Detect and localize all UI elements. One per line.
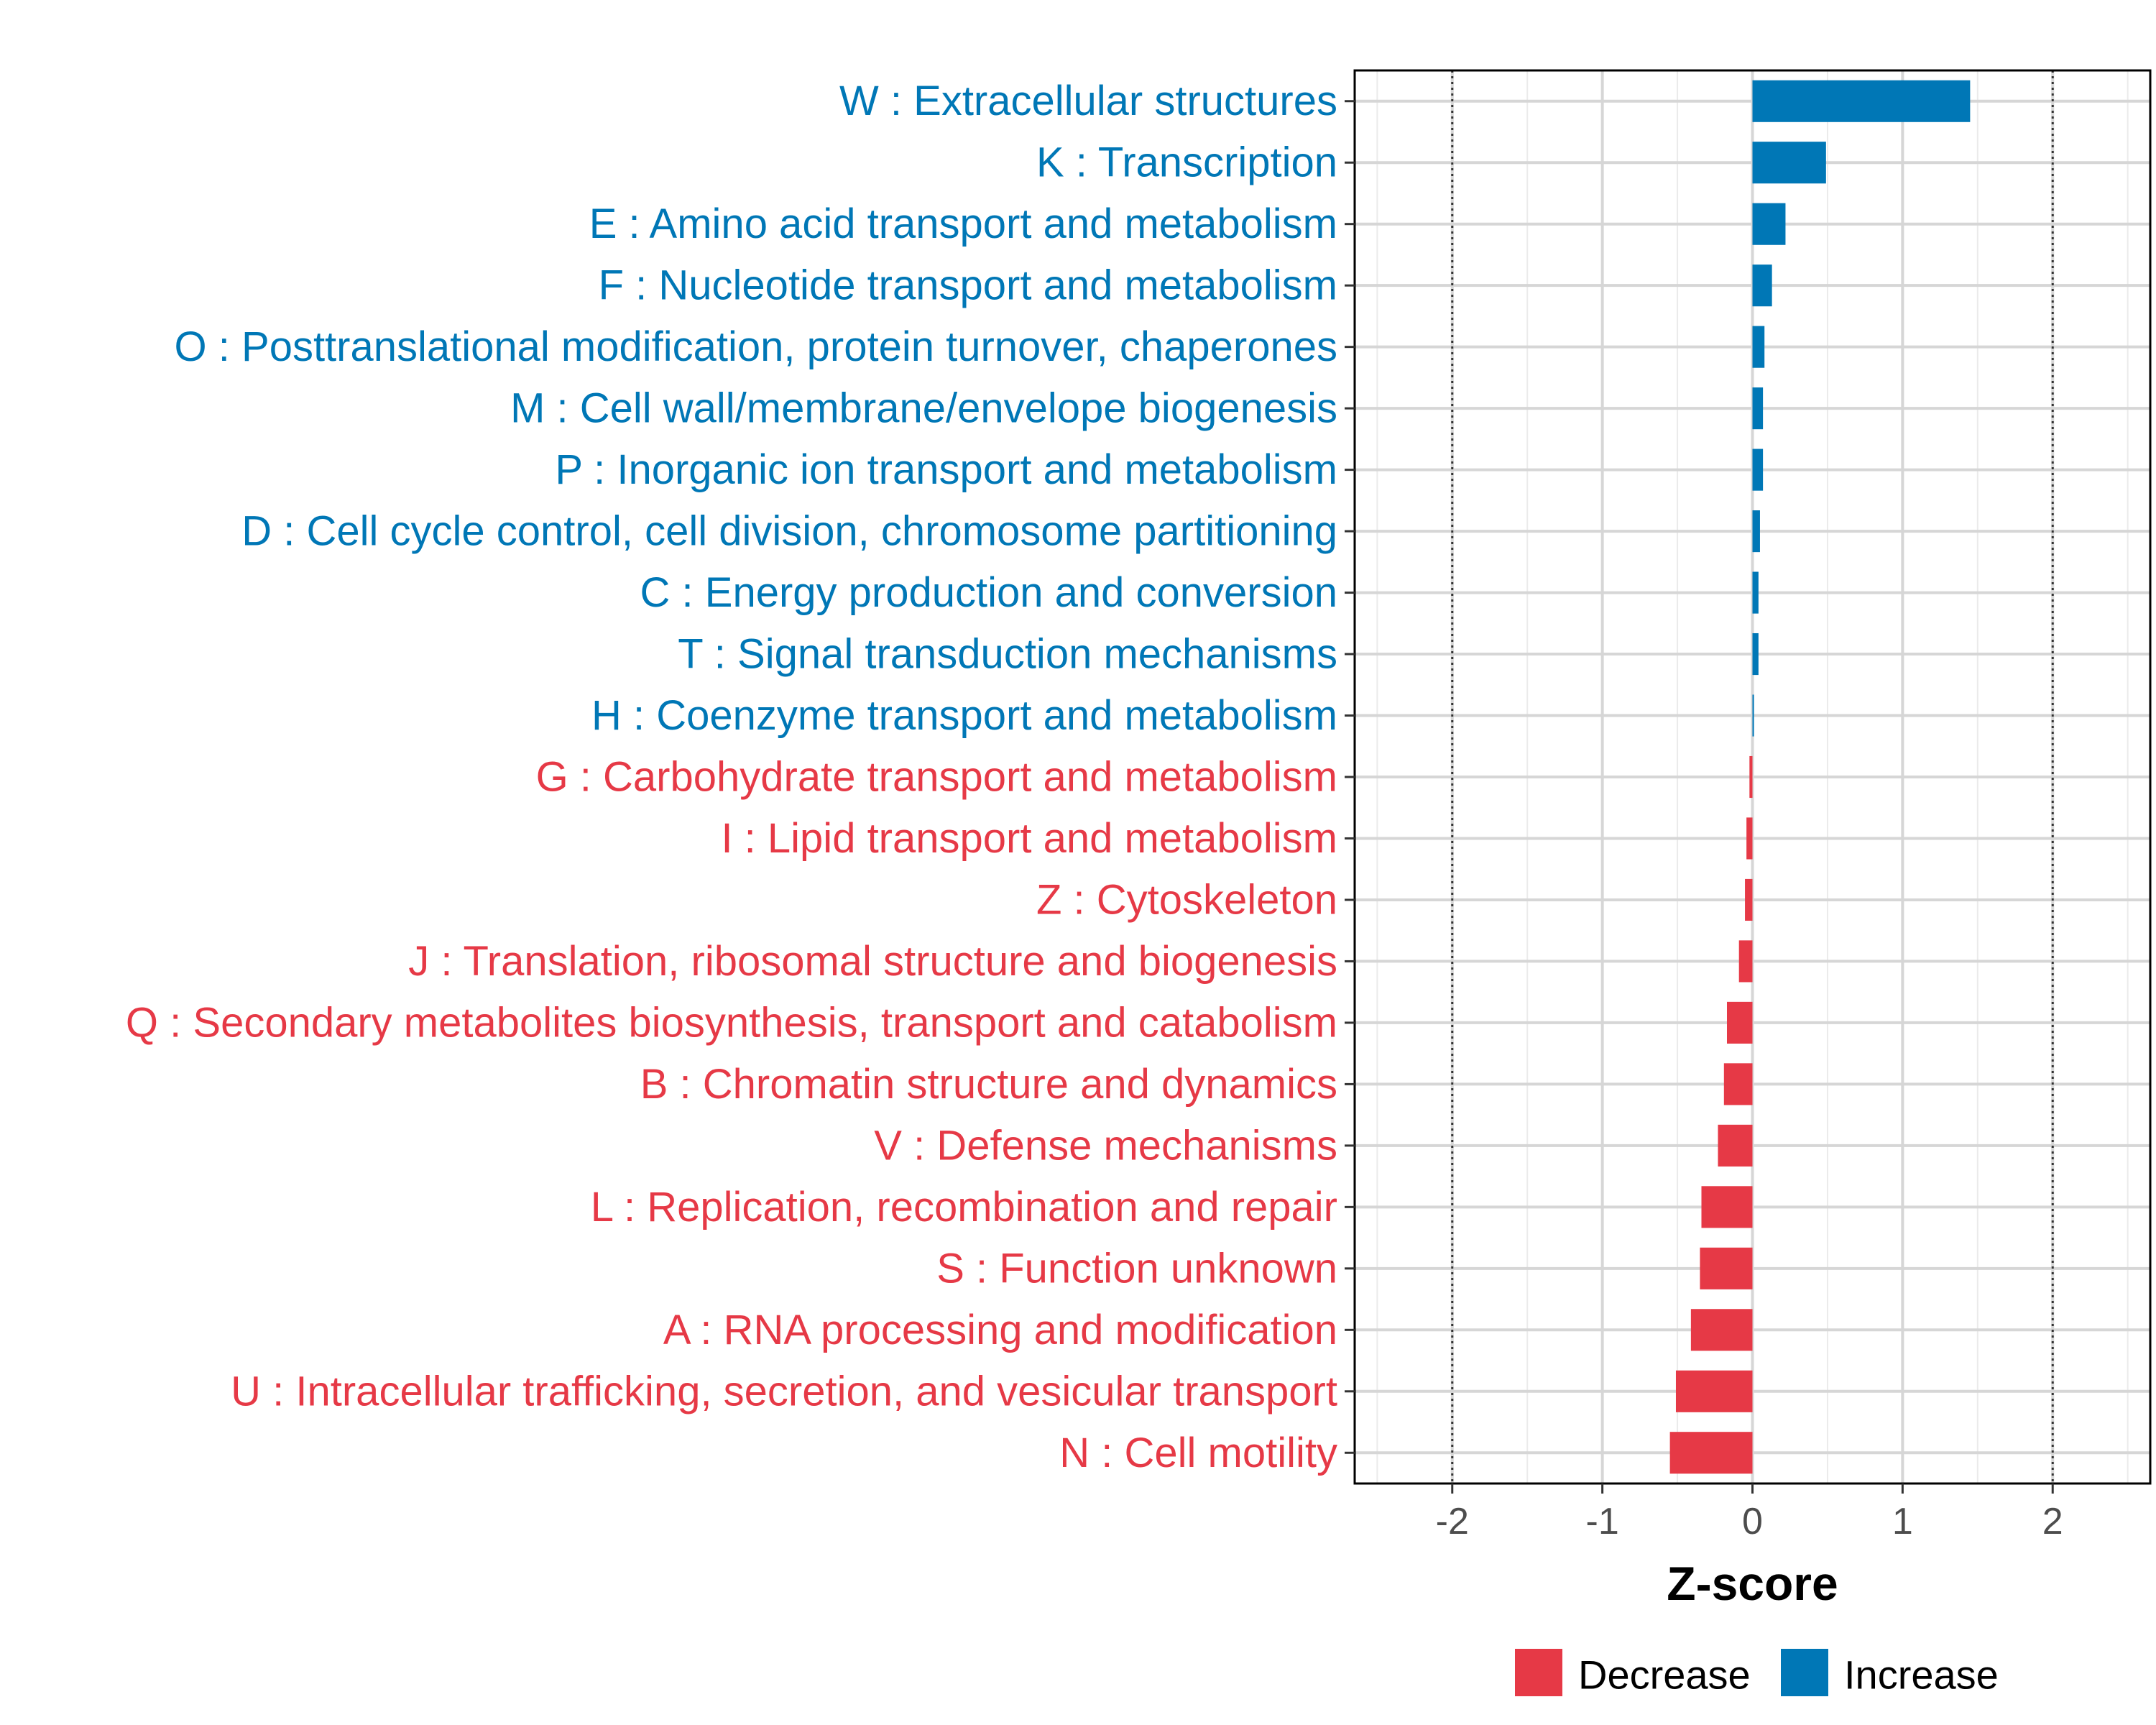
category-label: T : Signal transduction mechanisms — [678, 631, 1337, 678]
bar — [1752, 571, 1759, 614]
bar — [1752, 510, 1760, 553]
x-tick-label: -2 — [1436, 1501, 1469, 1542]
category-label: S : Function unknown — [936, 1245, 1337, 1292]
bar — [1726, 1001, 1753, 1044]
category-label: Q : Secondary metabolites biosynthesis, … — [126, 999, 1337, 1046]
bar — [1675, 1370, 1753, 1412]
bar — [1746, 817, 1753, 860]
bars — [1669, 80, 1971, 1474]
bar — [1700, 1247, 1753, 1289]
category-label: V : Defense mechanisms — [874, 1122, 1337, 1169]
y-ticks — [1345, 100, 1355, 1454]
bar — [1752, 264, 1772, 307]
category-label: F : Nucleotide transport and metabolism — [599, 262, 1337, 309]
bar — [1718, 1124, 1753, 1167]
bar — [1752, 80, 1971, 122]
legend-label: Decrease — [1578, 1652, 1751, 1698]
bar — [1738, 940, 1753, 983]
bar — [1690, 1309, 1753, 1351]
category-label: O : Posttranslational modification, prot… — [175, 323, 1337, 370]
category-label: C : Energy production and conversion — [640, 569, 1337, 616]
category-label: H : Coenzyme transport and metabolism — [591, 692, 1337, 739]
category-label: K : Transcription — [1036, 139, 1337, 186]
category-label: D : Cell cycle control, cell division, c… — [241, 508, 1337, 555]
bar — [1752, 142, 1826, 184]
category-label: N : Cell motility — [1059, 1430, 1337, 1476]
category-label: B : Chromatin structure and dynamics — [640, 1061, 1337, 1108]
category-label: G : Carbohydrate transport and metabolis… — [536, 754, 1337, 801]
bar — [1723, 1063, 1753, 1105]
legend-swatch — [1781, 1649, 1828, 1696]
category-label: J : Translation, ribosomal structure and… — [408, 938, 1337, 985]
bar — [1701, 1186, 1753, 1228]
x-tick-label: 0 — [1742, 1501, 1763, 1542]
category-label: I : Lipid transport and metabolism — [721, 815, 1337, 862]
bar — [1752, 326, 1765, 368]
bar — [1745, 878, 1753, 921]
category-label: W : Extracellular structures — [839, 78, 1337, 124]
legend-swatch — [1515, 1649, 1562, 1696]
category-label: E : Amino acid transport and metabolism — [589, 201, 1337, 247]
bar — [1752, 694, 1754, 737]
legend-label: Increase — [1844, 1652, 1999, 1698]
category-label: L : Replication, recombination and repai… — [591, 1184, 1337, 1230]
x-tick-label: 2 — [2042, 1501, 2063, 1542]
x-axis-title: Z-score — [1667, 1557, 1838, 1610]
bar — [1752, 448, 1764, 491]
category-label: A : RNA processing and modification — [663, 1307, 1337, 1353]
legend: Decrease Increase — [1515, 1649, 1999, 1698]
bar — [1752, 632, 1759, 676]
bar — [1669, 1432, 1753, 1474]
x-ticks: -2 -1 0 1 2 — [1436, 1484, 2063, 1542]
x-tick-label: -1 — [1586, 1501, 1619, 1542]
category-label: U : Intracellular trafficking, secretion… — [231, 1368, 1337, 1414]
category-label: Z : Cytoskeleton — [1036, 876, 1337, 923]
bar — [1752, 203, 1786, 245]
category-label: P : Inorganic ion transport and metaboli… — [555, 446, 1337, 493]
category-label: M : Cell wall/membrane/envelope biogenes… — [510, 385, 1337, 432]
x-tick-label: 1 — [1892, 1501, 1913, 1542]
bar — [1752, 387, 1764, 430]
bar — [1749, 755, 1753, 799]
category-labels: W : Extracellular structures K : Transcri… — [126, 78, 1337, 1476]
